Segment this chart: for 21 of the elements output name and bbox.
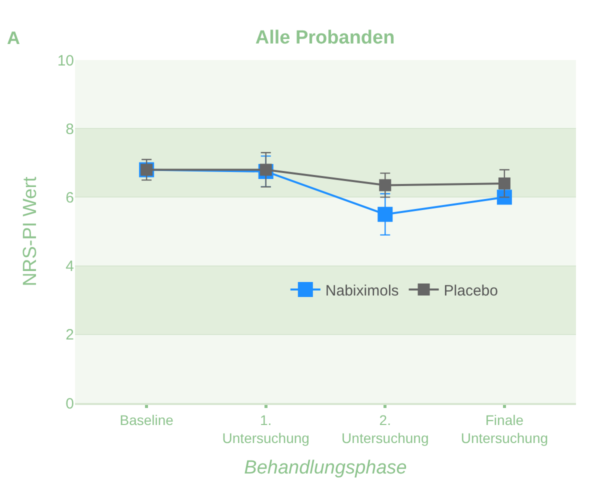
legend-label: Placebo [444,282,498,300]
x-tick-label: 1. Untersuchung [222,412,310,446]
point [378,206,393,222]
x-tick-label: 2. Untersuchung [342,412,429,446]
point [260,164,272,176]
text: A [7,28,20,48]
y-tick-label: 10 [57,52,74,70]
y-tick-label: 0 [66,395,74,412]
y-tick-label: 4 [66,258,74,276]
y-tick-label: 6 [66,189,74,206]
point [498,177,510,190]
x-axis-title: Behandlungsphase [244,457,407,478]
x-tick-label: Baseline [120,412,174,428]
chart-title: Alle Probanden [255,27,395,48]
x-tick-label: Finale Untersuchung [460,412,548,446]
y-tick-label: 2 [66,326,74,344]
y-axis-title: NRS-PI Wert [20,176,42,286]
legend-label: Nabiximols [325,282,399,300]
point [379,179,392,192]
y-tick-label: 8 [66,120,74,138]
point [496,190,512,205]
